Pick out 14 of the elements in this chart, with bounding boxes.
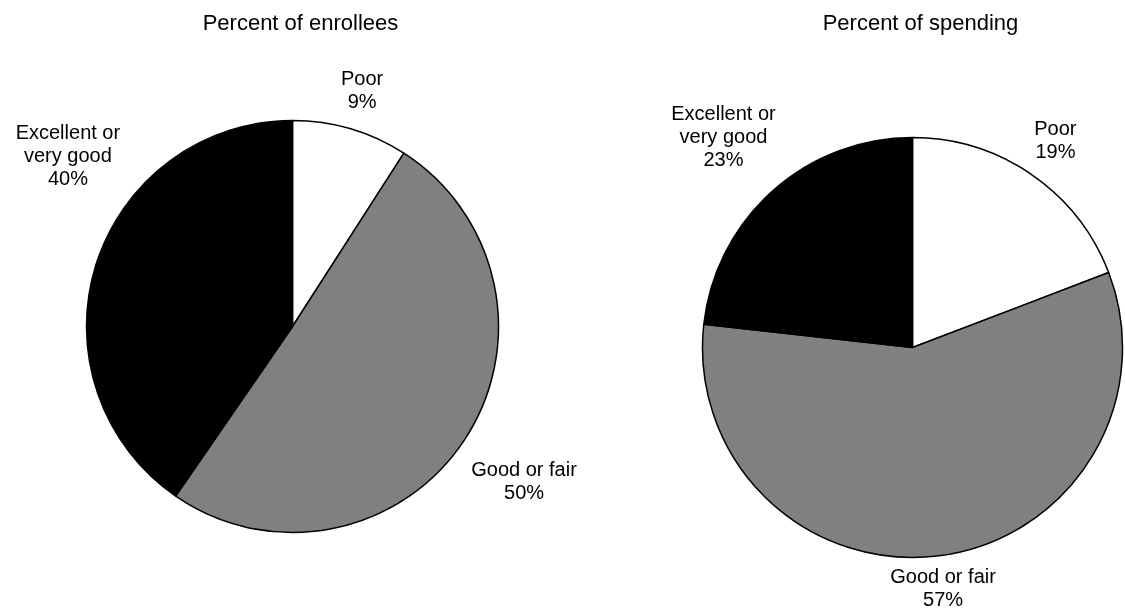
data-label: 40% xyxy=(47,167,89,190)
data-label: 57% xyxy=(923,587,964,610)
data-label: 50% xyxy=(504,481,545,504)
slice-label: Good or fair xyxy=(471,458,578,481)
data-label: 19% xyxy=(1035,140,1076,163)
chart-title: Percent of spending xyxy=(822,10,1019,35)
slice-label: Poor xyxy=(341,66,384,89)
data-label: 23% xyxy=(703,148,744,171)
chart-title: Percent of enrollees xyxy=(202,10,399,35)
slice-label: Excellent or very good xyxy=(671,102,777,148)
data-label: 9% xyxy=(347,89,377,112)
slice-label: Good or fair xyxy=(890,564,997,587)
slice-label: Excellent or very good xyxy=(15,121,121,167)
slice-label: Poor xyxy=(1034,117,1077,140)
